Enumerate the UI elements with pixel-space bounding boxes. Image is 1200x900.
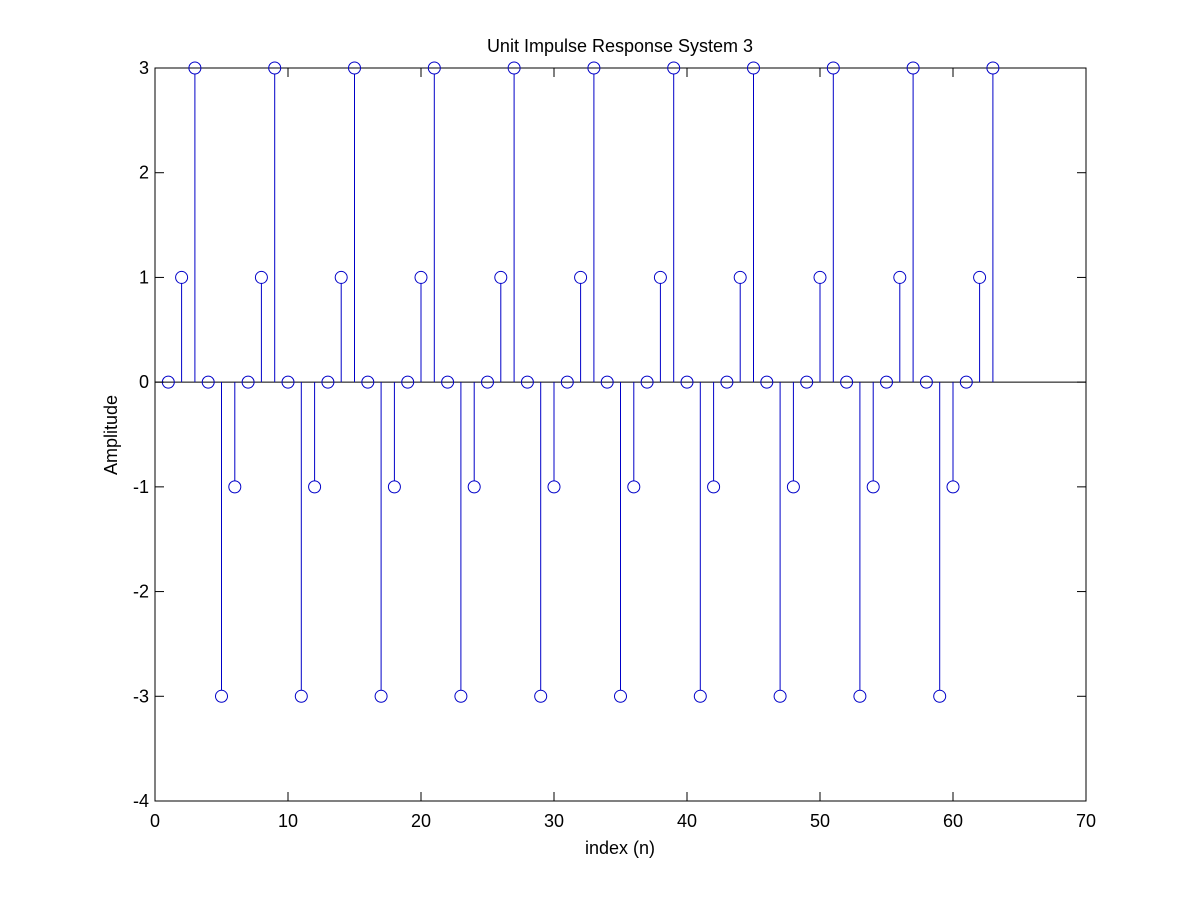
stem-marker bbox=[454, 689, 468, 703]
x-tick-label: 40 bbox=[677, 811, 697, 831]
axes-box bbox=[154, 67, 1087, 802]
stem-marker bbox=[906, 61, 920, 75]
y-axis-label: Amplitude bbox=[101, 395, 121, 475]
chart-title: Unit Impulse Response System 3 bbox=[487, 36, 753, 56]
stem-marker bbox=[520, 375, 534, 389]
x-tick-label: 50 bbox=[810, 811, 830, 831]
stem-marker bbox=[720, 375, 734, 389]
stem-marker bbox=[215, 689, 228, 703]
stem-marker bbox=[986, 61, 1000, 75]
y-tick-label: -4 bbox=[133, 791, 149, 811]
stem-marker bbox=[707, 480, 721, 494]
stem-marker bbox=[361, 375, 375, 389]
stem-marker bbox=[281, 375, 295, 389]
stem-marker bbox=[401, 375, 415, 389]
stem-marker bbox=[653, 270, 667, 284]
stem-marker bbox=[334, 270, 348, 284]
x-tick-label: 30 bbox=[544, 811, 564, 831]
stem-marker bbox=[507, 61, 521, 75]
stem-marker bbox=[467, 480, 481, 494]
stem-marker bbox=[933, 689, 947, 703]
stem-marker bbox=[747, 61, 760, 75]
y-tick-label: -1 bbox=[133, 477, 149, 497]
stem-marker bbox=[254, 270, 268, 284]
stem-marker bbox=[959, 375, 973, 389]
axis-ticks: 0 10 20 30 40 50 60 70 -4 -3 -2 -1 0 1 2 3 bbox=[133, 58, 1096, 831]
stem-marker bbox=[547, 480, 561, 494]
stem-marker bbox=[201, 375, 215, 389]
stem-marker bbox=[826, 61, 840, 75]
stem-marker bbox=[308, 480, 322, 494]
stem-marker bbox=[228, 480, 242, 494]
stem-marker bbox=[587, 61, 601, 75]
stem-marker bbox=[188, 61, 202, 75]
stem-marker bbox=[853, 689, 867, 703]
stem-marker bbox=[919, 375, 933, 389]
x-tick-label: 60 bbox=[943, 811, 963, 831]
x-tick-label: 10 bbox=[278, 811, 298, 831]
stem-marker bbox=[374, 689, 388, 703]
stem-marker bbox=[866, 480, 880, 494]
stem-marker bbox=[680, 375, 694, 389]
y-tick-label: 1 bbox=[139, 267, 149, 287]
x-tick-label: 0 bbox=[150, 811, 160, 831]
stem-marker bbox=[494, 270, 508, 284]
y-tick-label: -2 bbox=[133, 582, 149, 602]
y-tick-label: -3 bbox=[133, 686, 149, 706]
stem-marker bbox=[946, 480, 960, 494]
stem-marker bbox=[880, 375, 893, 389]
stem-marker bbox=[387, 480, 401, 494]
stem-marker bbox=[441, 375, 455, 389]
stem-marker bbox=[268, 61, 282, 75]
stem-marker bbox=[773, 689, 787, 703]
stem-marker bbox=[693, 689, 707, 703]
y-tick-label: 3 bbox=[139, 58, 149, 78]
stem-marker bbox=[294, 689, 308, 703]
stem-marker bbox=[481, 375, 494, 389]
stem-marker bbox=[241, 375, 255, 389]
stem-marker bbox=[640, 375, 654, 389]
stem-marker bbox=[534, 689, 548, 703]
stem-marker bbox=[813, 270, 827, 284]
stem-marker bbox=[175, 270, 189, 284]
stem-marker bbox=[414, 270, 428, 284]
stem-marker bbox=[893, 270, 907, 284]
stem-marker bbox=[427, 61, 441, 75]
stem-marker bbox=[574, 270, 588, 284]
stem-marker bbox=[786, 480, 800, 494]
stem-marker bbox=[667, 61, 681, 75]
stem-marker bbox=[627, 480, 641, 494]
stem-marker bbox=[600, 375, 614, 389]
y-tick-label: 0 bbox=[139, 372, 149, 392]
stem-marker bbox=[560, 375, 574, 389]
stem-marker bbox=[800, 375, 814, 389]
stem-marker bbox=[760, 375, 774, 389]
x-axis-label: index (n) bbox=[585, 838, 655, 858]
y-tick-label: 2 bbox=[139, 163, 149, 183]
stem-marker bbox=[321, 375, 335, 389]
stem-marker bbox=[840, 375, 854, 389]
stem-marker bbox=[614, 689, 627, 703]
stem-marker bbox=[973, 270, 987, 284]
x-tick-label: 20 bbox=[411, 811, 431, 831]
stem-marker bbox=[733, 270, 747, 284]
stem-marker bbox=[348, 61, 361, 75]
plot-area bbox=[154, 61, 1087, 802]
x-tick-label: 70 bbox=[1076, 811, 1096, 831]
